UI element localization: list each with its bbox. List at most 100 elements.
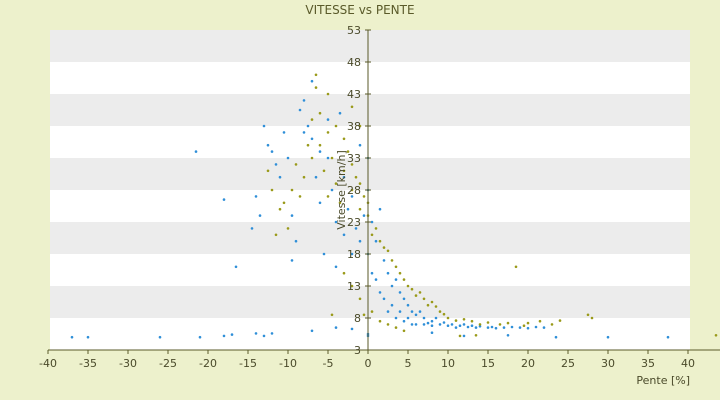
data-point-olive [326,92,330,96]
data-point-blue [398,291,402,294]
data-point-olive [474,334,478,337]
data-point-blue [462,323,466,326]
data-point-olive [358,297,362,301]
data-point-blue [486,326,490,329]
data-point-blue [334,220,338,224]
data-point-blue [386,310,390,313]
data-point-blue [418,310,422,313]
data-point-blue [350,252,354,256]
plot-band [50,318,690,350]
data-point-olive [350,188,354,192]
data-point-blue [506,334,510,337]
y-tick-label: 28 [347,184,361,197]
data-point-blue [158,335,162,339]
data-point-blue [478,325,482,328]
data-point-blue [374,239,378,243]
data-point-blue [350,195,354,198]
data-point-olive [266,169,270,173]
data-point-olive [442,312,446,316]
data-point-blue [378,207,382,211]
data-point-blue [430,319,434,323]
data-point-olive [282,201,286,205]
data-point-blue [298,108,302,112]
data-point-blue [606,335,610,339]
data-point-blue [358,239,362,243]
data-point-blue [414,323,418,326]
plot-band [50,254,690,286]
data-point-blue [342,175,346,179]
data-point-olive [426,303,430,307]
data-point-olive [486,321,490,324]
data-point-blue [358,143,362,147]
data-point-blue [422,316,426,320]
data-point-olive [446,316,450,320]
data-point-olive [386,249,390,253]
x-tick-label: -15 [239,357,257,370]
chart-title: VITESSE vs PENTE [305,3,414,17]
data-point-blue [318,150,322,153]
data-point-olive [326,195,330,198]
data-point-olive [314,86,318,89]
data-point-olive [478,323,482,326]
data-point-olive [334,182,338,185]
data-point-blue [326,118,330,121]
data-point-blue [394,316,398,320]
data-point-olive [506,321,510,325]
data-point-blue [334,265,338,269]
x-tick-label: -20 [199,357,217,370]
data-point-olive [402,278,406,281]
data-point-blue [262,124,266,128]
data-point-blue [290,214,294,217]
data-point-olive [394,265,398,269]
data-point-olive [434,305,438,308]
data-point-olive [342,137,346,141]
data-point-blue [254,195,258,198]
data-point-olive [378,319,382,323]
data-point-blue [274,163,278,166]
data-point-blue [554,335,558,339]
data-point-olive [342,271,346,275]
data-point-olive [350,284,354,288]
data-point-blue [382,259,386,262]
data-point-olive [286,227,290,230]
data-point-olive [538,319,542,323]
data-point-blue [398,310,402,313]
y-tick-label: 33 [347,152,361,165]
data-point-blue [222,198,226,201]
data-point-olive [342,169,346,173]
data-point-blue [370,220,374,224]
data-point-olive [430,300,434,304]
data-point-olive [586,313,590,317]
data-point-blue [310,79,314,83]
data-point-blue [402,297,406,301]
data-point-blue [390,303,394,307]
plot-band [50,126,690,158]
data-point-blue [406,316,410,320]
x-tick-label: 25 [561,357,575,370]
x-tick-label: -10 [279,357,297,370]
data-point-blue [222,334,226,338]
data-point-blue [318,201,322,205]
data-point-blue [346,207,350,211]
plot-bands [50,30,690,350]
data-point-blue [542,326,546,329]
x-tick-label: -35 [79,357,97,370]
data-point-blue [310,329,314,333]
plot-band [50,190,690,222]
data-point-blue [454,326,458,329]
data-point-blue [302,131,306,134]
data-point-blue [666,335,670,339]
data-point-blue [466,325,470,329]
data-point-olive [370,233,374,237]
data-point-olive [558,319,562,322]
data-point-olive [274,233,278,237]
data-point-blue [382,297,386,301]
data-point-olive [350,105,354,109]
data-point-blue [390,284,394,288]
data-point-blue [194,150,198,153]
data-point-blue [266,143,270,147]
plot-band [50,286,690,318]
y-tick-label: 23 [347,216,361,229]
scatter-points [70,73,718,339]
data-point-olive [714,334,718,337]
